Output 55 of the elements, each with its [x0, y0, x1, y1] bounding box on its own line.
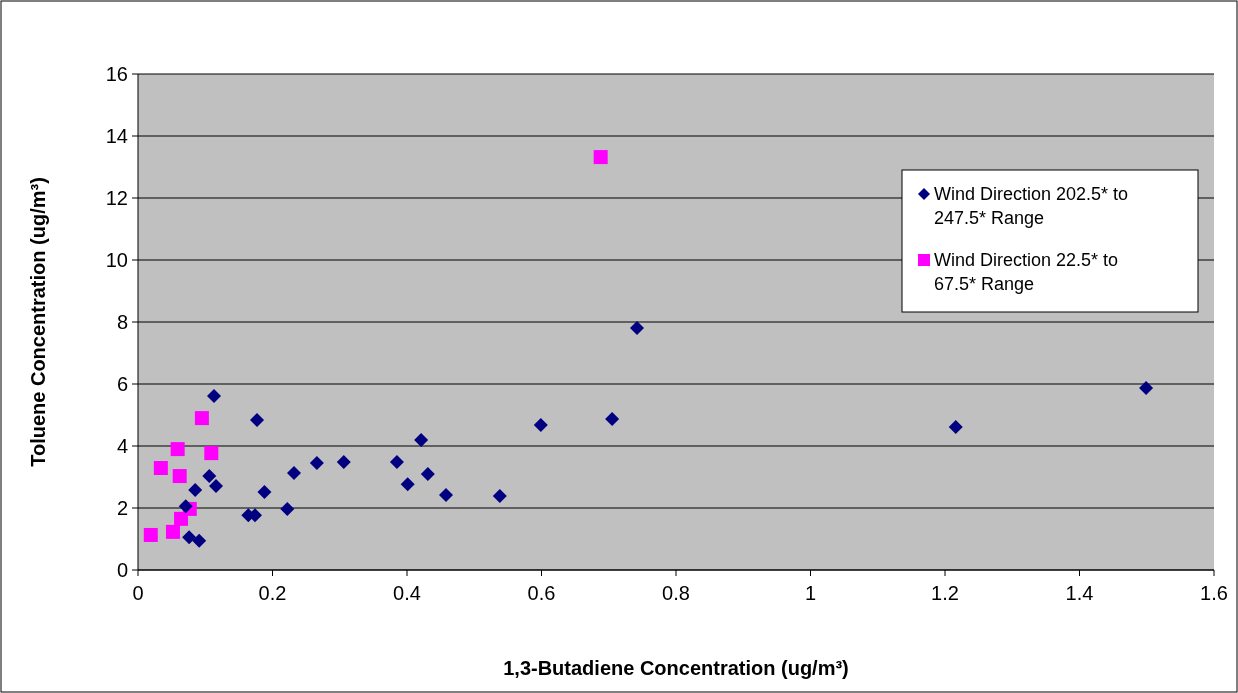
point [593, 150, 608, 165]
point [188, 483, 203, 498]
point [400, 477, 415, 492]
point [192, 533, 207, 548]
point [309, 456, 324, 471]
point [287, 465, 302, 480]
y-tick-label: 2 [116, 497, 128, 519]
point [420, 466, 435, 481]
x-tick-label: 1.4 [1065, 582, 1094, 604]
y-tick-label: 8 [116, 311, 128, 333]
point [1139, 381, 1154, 396]
point [194, 411, 209, 426]
point [439, 487, 454, 502]
legend-label: Wind Direction 22.5* to 67.5* Range [934, 250, 1119, 294]
x-axis-title: 1,3-Butadiene Concentration (ug/m³) [503, 657, 849, 679]
point [389, 455, 404, 470]
y-tick-label: 16 [105, 63, 128, 85]
point [605, 412, 620, 427]
x-tick-label: 0.2 [258, 582, 287, 604]
y-tick-label: 6 [116, 373, 128, 395]
point [178, 499, 193, 514]
y-tick-label: 12 [105, 187, 128, 209]
y-tick-label: 14 [105, 125, 128, 147]
legend-label: Wind Direction 202.5* to 247.5* Range [934, 184, 1129, 228]
point [202, 469, 217, 484]
x-tick-label: 0.4 [393, 582, 421, 604]
point [414, 433, 429, 448]
point [174, 511, 189, 526]
point [336, 455, 351, 470]
point [172, 469, 187, 484]
x-tick-label: 1 [804, 582, 817, 604]
point [257, 484, 272, 499]
point [206, 389, 221, 404]
point [143, 527, 158, 542]
x-tick-label: 1.6 [1200, 582, 1228, 604]
x-tick-label: 0.6 [527, 582, 556, 604]
point [250, 412, 265, 427]
point [492, 488, 507, 503]
point [629, 320, 644, 335]
y-tick-label: 4 [116, 435, 128, 457]
point [170, 442, 185, 457]
point [182, 530, 197, 545]
point [165, 524, 180, 539]
y-tick-label: 10 [105, 249, 128, 271]
x-tick-label: 0 [132, 582, 144, 604]
point [204, 446, 219, 461]
y-axis-title: Toluene Concentration (ug/m³) [27, 177, 49, 467]
y-tick-label: 0 [116, 559, 128, 581]
point [280, 501, 295, 516]
point [153, 461, 168, 476]
point [209, 478, 224, 493]
x-tick-label: 0.8 [662, 582, 690, 604]
x-tick-label: 1.2 [931, 582, 959, 604]
point [533, 417, 548, 432]
point [948, 420, 963, 435]
